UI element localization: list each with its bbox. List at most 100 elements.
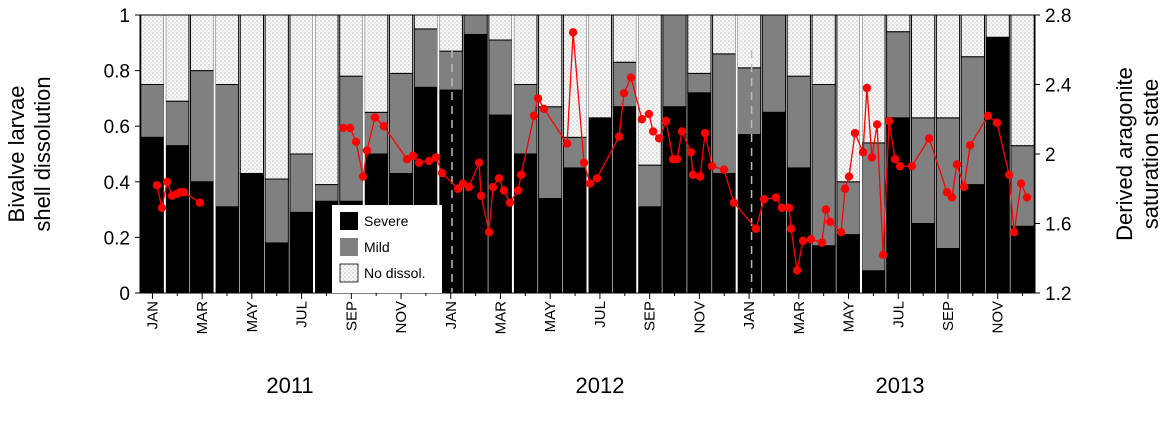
bar-severe [861, 270, 886, 294]
right-axis-label-line2: saturation state [1138, 79, 1163, 229]
bar-severe [736, 134, 762, 294]
right-tick-label: 2.8 [1045, 6, 1071, 27]
omega-point [539, 104, 549, 114]
omega-point [719, 165, 729, 174]
omega-point [786, 224, 796, 233]
left-tick-label: 1 [119, 6, 130, 27]
omega-point [464, 182, 474, 192]
bar-mild [538, 106, 563, 199]
right-tick-label: 1.6 [1045, 215, 1071, 236]
year-label-2012: 2012 [576, 373, 625, 398]
bar-no-dissolution [935, 14, 961, 119]
omega-point [952, 160, 962, 169]
bar-severe [985, 36, 1010, 294]
bar-severe [214, 206, 240, 294]
omega-point [1016, 179, 1026, 188]
omega-point [152, 181, 162, 190]
omega-point [707, 161, 717, 171]
omega-point [424, 156, 434, 166]
month-tick-label: NOV [990, 301, 1007, 334]
omega-point [614, 132, 624, 141]
bar-no-dissolution [364, 14, 389, 113]
omega-point [619, 88, 629, 98]
omega-point [345, 123, 355, 133]
bar-mild [314, 184, 339, 202]
omega-point [648, 127, 658, 136]
bar-mild [637, 164, 662, 208]
omega-point [695, 172, 705, 181]
month-tick-label: NOV [393, 301, 410, 334]
omega-point [568, 28, 578, 37]
omega-point [983, 111, 993, 120]
month-tick-label: MAY [841, 301, 858, 332]
omega-point [179, 188, 189, 197]
bar-no-dissolution [314, 14, 339, 186]
month-tick-label: MAY [542, 301, 559, 332]
omega-line-series [152, 28, 1032, 275]
omega-point [476, 191, 486, 200]
omega-point [672, 155, 682, 164]
bar-no-dissolution [289, 14, 314, 155]
bar-severe [587, 117, 613, 294]
omega-point [414, 158, 424, 167]
omega-point [878, 250, 888, 259]
month-tick-label: JAN [741, 301, 758, 329]
bar-mild [786, 75, 811, 169]
bar-severe [935, 248, 961, 294]
bar-mild [736, 67, 762, 136]
month-tick-label: MAR [194, 301, 211, 335]
omega-point [867, 153, 877, 162]
omega-point [806, 234, 816, 244]
bar-no-dissolution [960, 14, 985, 58]
omega-point [729, 198, 739, 207]
omega-point [513, 186, 523, 195]
year-label-2013: 2013 [876, 373, 925, 398]
bar-no-dissolution [190, 14, 215, 72]
bar-mild [935, 117, 961, 250]
bar-mild [165, 100, 190, 147]
month-tick-label: SEP [343, 301, 360, 331]
left-tick-label: 0.8 [104, 62, 130, 83]
bar-no-dissolution [388, 14, 414, 74]
omega-point [488, 182, 498, 192]
right-axis-label-line1: Derived aragonite [1112, 67, 1137, 241]
omega-point [484, 227, 494, 237]
omega-point [700, 128, 710, 138]
omega-point [688, 170, 698, 180]
bar-no-dissolution [985, 14, 1010, 38]
bar-no-dissolution [1010, 14, 1035, 147]
bar-mild [662, 14, 687, 108]
month-tick-label: JUL [890, 301, 907, 328]
bar-no-dissolution [910, 14, 936, 119]
omega-point [494, 174, 504, 183]
bar-no-dissolution [811, 14, 836, 85]
bar-no-dissolution [687, 14, 712, 74]
bar-no-dissolution [786, 14, 811, 77]
bar-mild [214, 84, 240, 208]
omega-point [677, 127, 687, 136]
bar-severe [140, 136, 165, 294]
omega-point [533, 94, 543, 103]
bar-no-dissolution [488, 14, 513, 41]
bar-no-dissolution [736, 14, 762, 69]
omega-point [370, 113, 380, 122]
right-tick-label: 2 [1045, 145, 1056, 166]
bar-severe [637, 206, 662, 294]
bar-mild [960, 56, 985, 186]
bar-no-dissolution [712, 14, 737, 55]
omega-point [942, 188, 952, 197]
bar-mild [413, 28, 439, 88]
omega-point [858, 148, 868, 157]
bar-no-dissolution [413, 14, 439, 30]
month-tick-label: SEP [642, 301, 659, 331]
bar-severe [836, 234, 861, 294]
omega-point [362, 146, 372, 155]
month-tick-label: SEP [940, 301, 957, 331]
bar-no-dissolution [438, 14, 463, 52]
legend: Severe Mild No dissol. [332, 205, 442, 293]
omega-point [798, 236, 808, 246]
omega-point [850, 128, 860, 138]
legend-swatch-mild [340, 238, 358, 256]
bar-no-dissolution [836, 14, 861, 183]
